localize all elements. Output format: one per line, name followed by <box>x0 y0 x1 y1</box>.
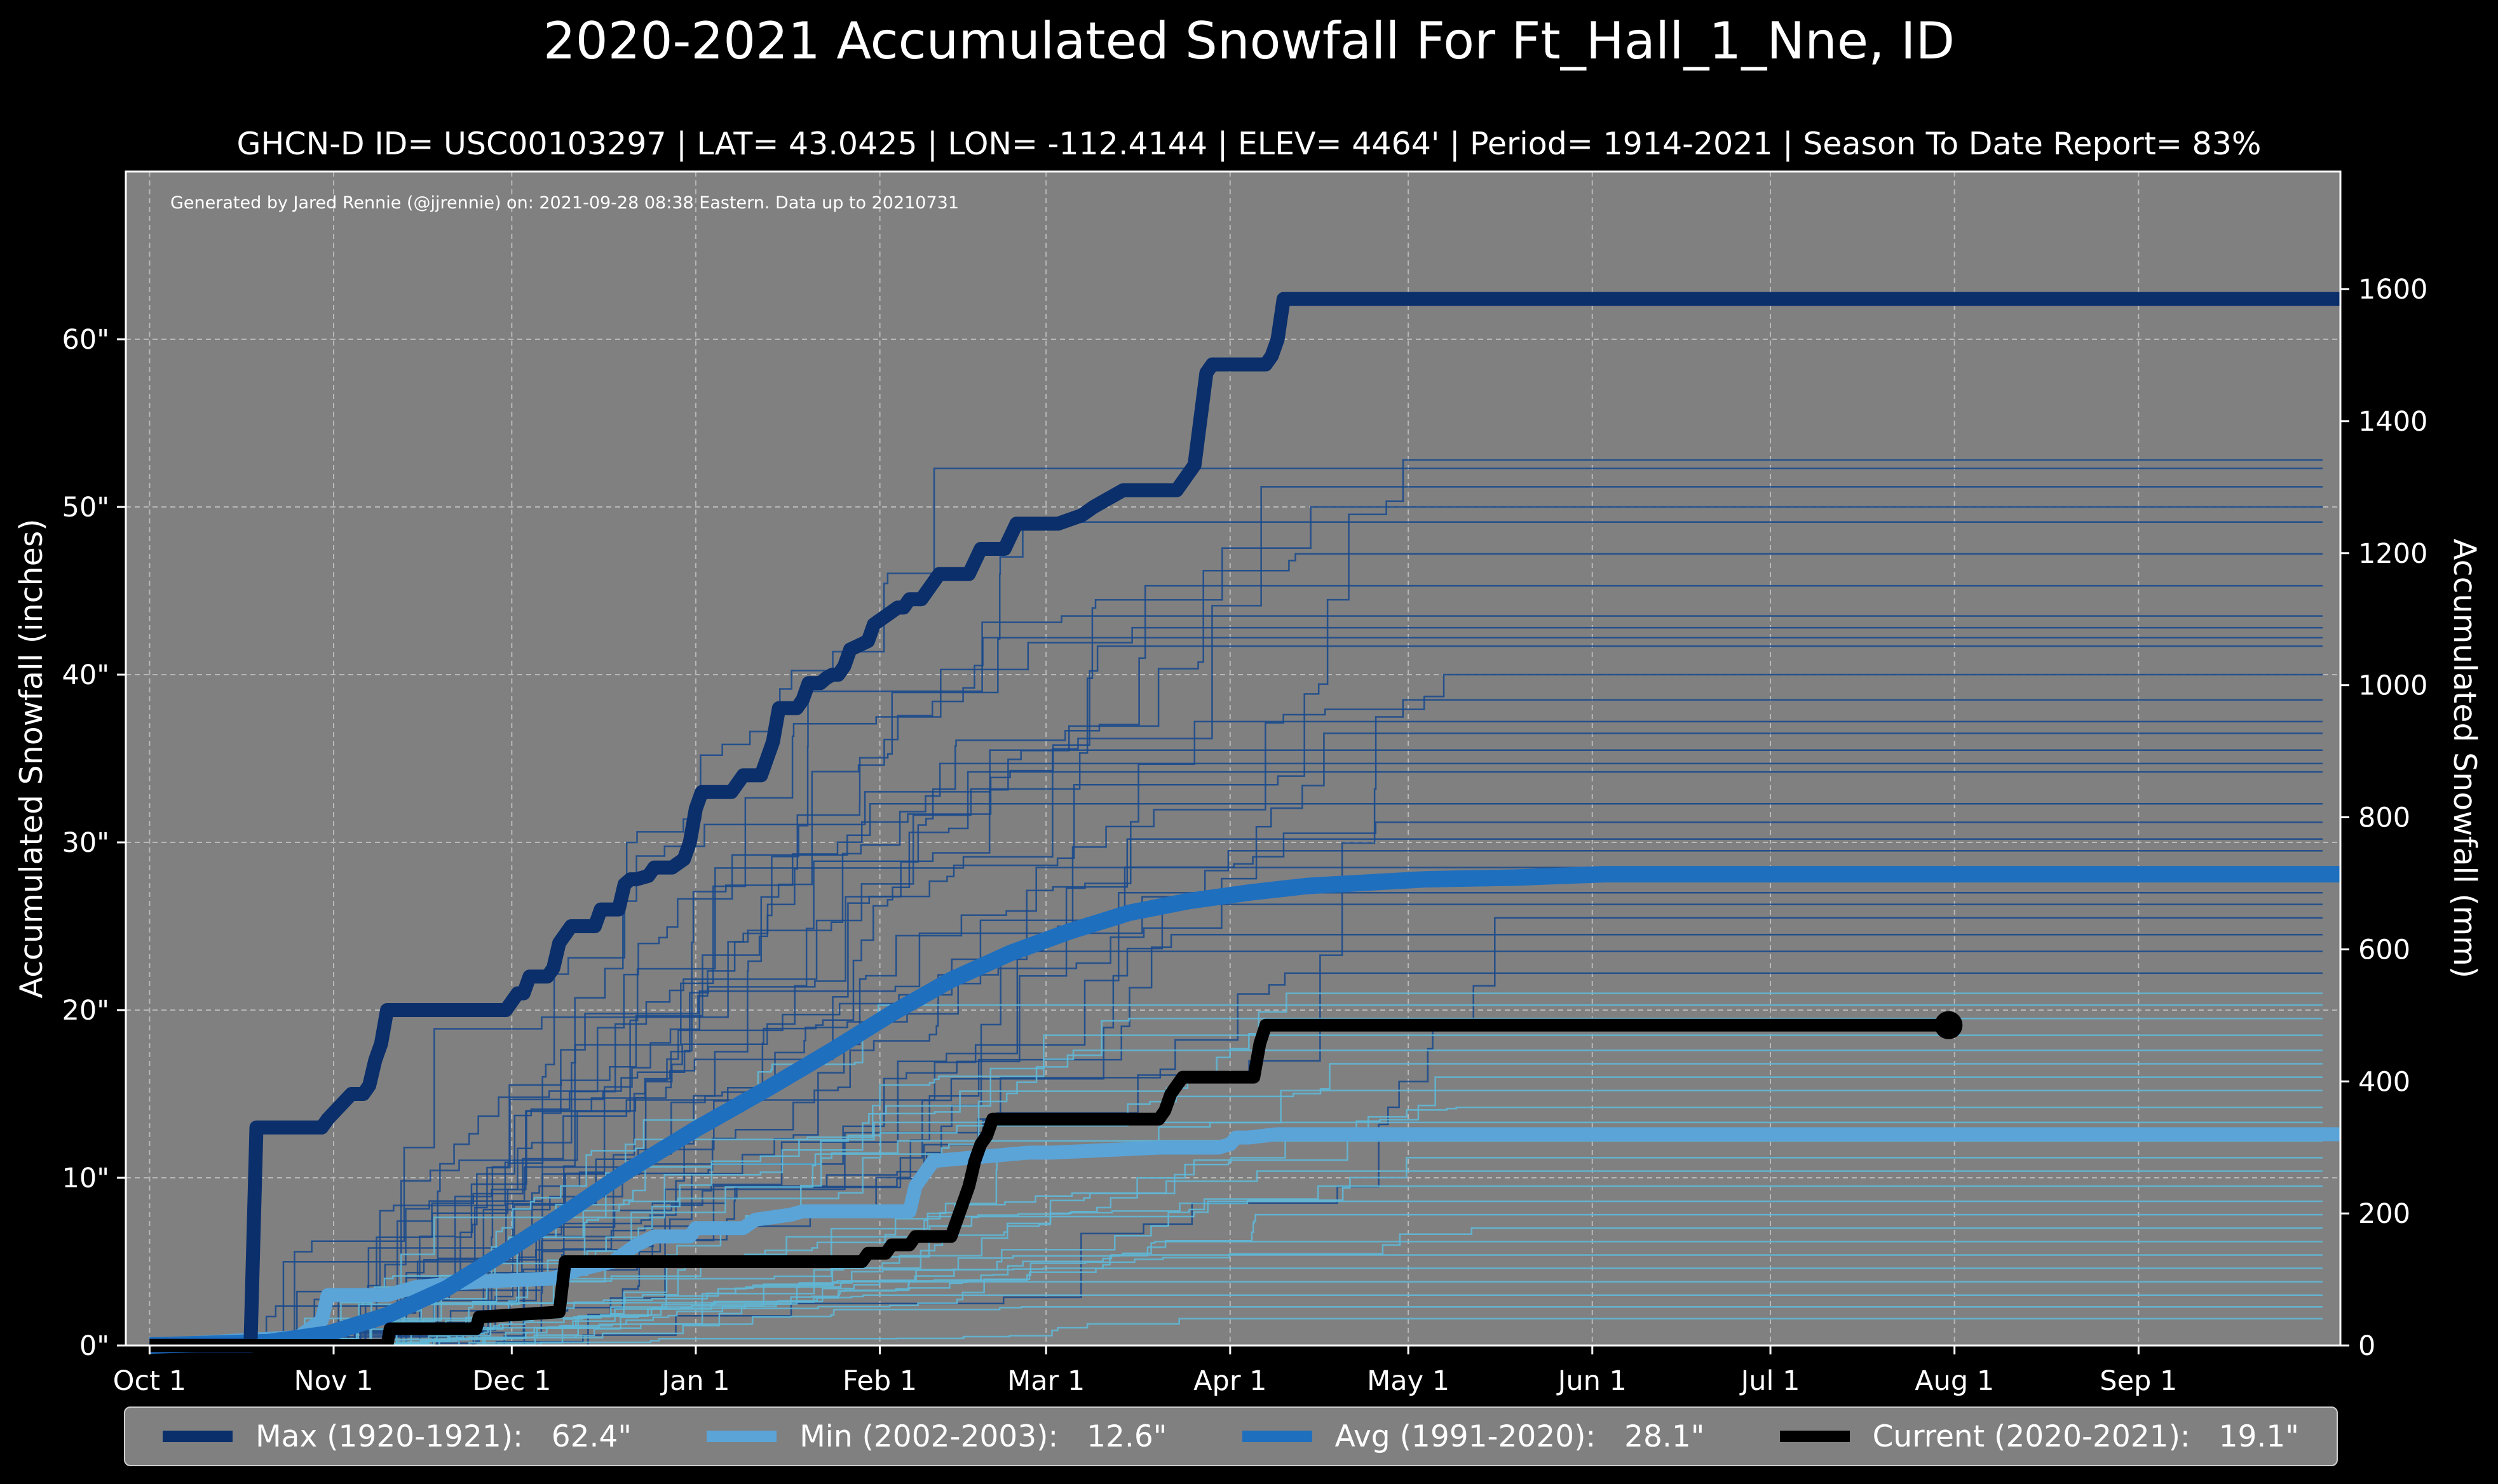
x-tick-label-7: May 1 <box>1367 1365 1449 1397</box>
history-season-line-14 <box>149 732 2323 1347</box>
x-tick-label-6: Apr 1 <box>1193 1365 1266 1397</box>
y-tick-label-right-3: 600 <box>2358 934 2410 966</box>
credit-text: Generated by Jared Rennie (@jjrennie) on… <box>170 193 959 213</box>
history-season-line-10 <box>149 645 2323 1347</box>
history-season-line-26 <box>149 933 2323 1347</box>
legend-swatch-min <box>707 1431 777 1442</box>
y-tick-label-left-5: 50" <box>62 492 110 523</box>
y-tick-label-right-8: 1600 <box>2358 274 2427 306</box>
history-season-line-49 <box>149 1281 2323 1347</box>
y-tick-label-left-4: 40" <box>62 659 110 691</box>
history-season-line-52 <box>149 1318 2323 1347</box>
y-tick-label-left-0: 0" <box>79 1330 109 1362</box>
legend-swatch-avg <box>1242 1431 1312 1442</box>
y-tick-label-left-6: 60" <box>62 324 110 356</box>
history-season-line-33 <box>149 1049 2323 1347</box>
y-tick-label-right-0: 0 <box>2358 1330 2375 1362</box>
y-axis-label-right: Accumulated Snowfall (mm) <box>2447 539 2483 978</box>
legend-label-min: Min (2002-2003): 12.6" <box>799 1419 1167 1454</box>
x-tick-label-2: Dec 1 <box>472 1365 551 1397</box>
series-line-avg <box>149 866 2340 1354</box>
history-season-line-13 <box>149 720 2323 1347</box>
y-tick-label-right-6: 1200 <box>2358 538 2427 570</box>
series-line-current <box>149 1018 1949 1352</box>
history-season-line-29 <box>149 992 2323 1347</box>
history-season-line-6 <box>149 584 2323 1347</box>
history-season-line-41 <box>149 1170 2323 1347</box>
history-season-line-9 <box>149 637 2323 1347</box>
main-series <box>149 292 2340 1354</box>
history-season-line-51 <box>149 1306 2323 1347</box>
legend: Max (1920-1921): 62.4" Min (2002-2003): 1… <box>124 1406 2338 1466</box>
chart-title: 2020-2021 Accumulated Snowfall For Ft_Ha… <box>543 11 1955 71</box>
x-tick-label-5: Mar 1 <box>1007 1365 1085 1397</box>
x-tick-label-1: Nov 1 <box>294 1365 374 1397</box>
series-line-max <box>149 292 2340 1352</box>
legend-label-current: Current (2020-2021): 19.1" <box>1872 1419 2299 1454</box>
y-tick-label-left-1: 10" <box>62 1163 110 1194</box>
legend-label-avg: Avg (1991-2020): 28.1" <box>1334 1419 1705 1454</box>
history-season-line-2 <box>149 486 2323 1347</box>
y-tick-label-right-2: 400 <box>2358 1066 2410 1098</box>
x-tick-label-11: Sep 1 <box>2100 1365 2177 1397</box>
y-tick-label-right-1: 200 <box>2358 1198 2410 1230</box>
axes: Oct 1 Nov 1 Dec 1 Jan 1 Feb 1 Mar 1 Apr 1 May 1… <box>62 274 2428 1397</box>
chart-subtitle: GHCN-D ID= USC00103297 | LAT= 43.0425 | … <box>236 126 2262 162</box>
legend-item-current: Current (2020-2021): 19.1" <box>1779 1419 2299 1454</box>
legend-item-min: Min (2002-2003): 12.6" <box>707 1419 1167 1454</box>
plot-frame <box>125 170 2342 1347</box>
y-tick-label-right-5: 1000 <box>2358 670 2427 702</box>
history-season-line-11 <box>149 673 2323 1347</box>
y-tick-label-right-4: 800 <box>2358 802 2410 834</box>
x-tick-label-0: Oct 1 <box>113 1365 186 1397</box>
y-tick-label-left-2: 20" <box>62 995 110 1027</box>
current-endpoint-marker <box>1934 1011 1963 1039</box>
x-tick-label-3: Jan 1 <box>660 1365 730 1397</box>
history-season-line-16 <box>149 762 2323 1347</box>
history-season-line-19 <box>149 821 2323 1347</box>
history-season-line-8 <box>149 626 2323 1347</box>
legend-item-max: Max (1920-1921): 62.4" <box>163 1419 632 1454</box>
legend-item-avg: Avg (1991-2020): 28.1" <box>1242 1419 1705 1454</box>
legend-label-max: Max (1920-1921): 62.4" <box>255 1419 632 1454</box>
x-tick-label-10: Aug 1 <box>1915 1365 1994 1397</box>
legend-swatch-max <box>163 1431 233 1442</box>
y-axis-label-left: Accumulated Snowfall (inches) <box>13 519 50 999</box>
history-season-line-48 <box>149 1267 2323 1347</box>
x-tick-label-8: Jun 1 <box>1556 1365 1627 1397</box>
series-line-min <box>149 1127 2340 1352</box>
history-season-line-7 <box>149 615 2323 1347</box>
y-tick-label-left-3: 30" <box>62 827 110 859</box>
history-season-line-5 <box>149 553 2323 1347</box>
legend-swatch-current <box>1779 1431 1850 1442</box>
x-tick-label-4: Feb 1 <box>843 1365 917 1397</box>
plot-area <box>126 172 2340 1346</box>
history-season-line-24 <box>149 903 2323 1347</box>
history-season-line-0 <box>149 459 2323 1347</box>
x-tick-label-9: Jul 1 <box>1739 1365 1800 1397</box>
y-tick-label-right-7: 1400 <box>2358 406 2427 438</box>
